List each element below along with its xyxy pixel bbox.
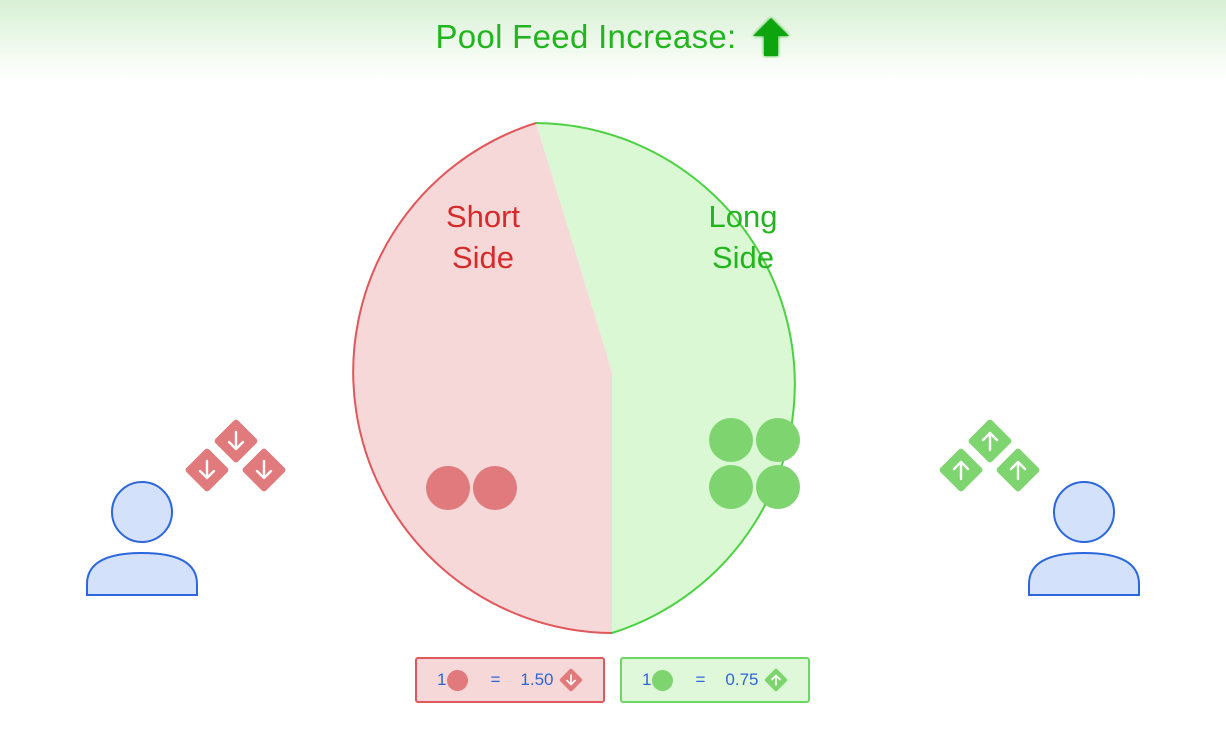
short-legend-value: 1.50 bbox=[520, 670, 554, 689]
up-arrow-diamond-icon bbox=[968, 419, 1012, 463]
long-legend-equals: = bbox=[695, 670, 706, 689]
down-arrow-diamond-icon bbox=[214, 419, 258, 463]
right-participant bbox=[939, 419, 1140, 596]
long-legend-qty: 1 bbox=[642, 670, 652, 689]
long-token bbox=[756, 465, 800, 509]
short-side-tokens bbox=[426, 466, 517, 510]
person-icon bbox=[86, 481, 198, 596]
pool-chart: Short Side Long Side bbox=[352, 122, 800, 634]
short-legend-qty: 1 bbox=[437, 670, 447, 689]
up-arrow-diamond-icon bbox=[996, 448, 1040, 492]
short-side-rate-legend: 1 = 1.50 bbox=[415, 657, 605, 703]
short-side-label-line1: Short bbox=[446, 199, 520, 234]
title-text: Pool Feed Increase: bbox=[435, 18, 737, 55]
page-title: Pool Feed Increase: bbox=[0, 16, 1226, 58]
person-icon bbox=[1028, 481, 1140, 596]
down-arrow-diamond-icon bbox=[185, 448, 229, 492]
up-arrow-diamond-icon bbox=[764, 668, 787, 692]
up-arrow-diamond-icon bbox=[939, 448, 983, 492]
long-side-border bbox=[535, 122, 796, 634]
left-participant bbox=[86, 419, 286, 596]
long-side-label-line2: Side bbox=[712, 240, 774, 275]
long-side-rate-legend: 1 = 0.75 bbox=[620, 657, 810, 703]
short-token-icon bbox=[447, 669, 469, 691]
long-token bbox=[709, 418, 753, 462]
long-side-label-line1: Long bbox=[709, 199, 778, 234]
long-legend-value: 0.75 bbox=[725, 670, 759, 689]
long-token bbox=[756, 418, 800, 462]
short-side-border bbox=[352, 122, 613, 634]
down-arrow-diamond-icon bbox=[242, 448, 286, 492]
short-side-label-line2: Side bbox=[452, 240, 514, 275]
long-token-icon bbox=[652, 669, 674, 691]
header-banner bbox=[0, 0, 1226, 80]
down-arrow-diamond-icon bbox=[559, 668, 582, 692]
long-side-tokens bbox=[709, 418, 800, 509]
short-side-segment bbox=[353, 123, 612, 633]
up-arrow-icon bbox=[752, 18, 789, 56]
short-legend-equals: = bbox=[490, 670, 501, 689]
short-token bbox=[473, 466, 517, 510]
short-token bbox=[426, 466, 470, 510]
long-token bbox=[709, 465, 753, 509]
